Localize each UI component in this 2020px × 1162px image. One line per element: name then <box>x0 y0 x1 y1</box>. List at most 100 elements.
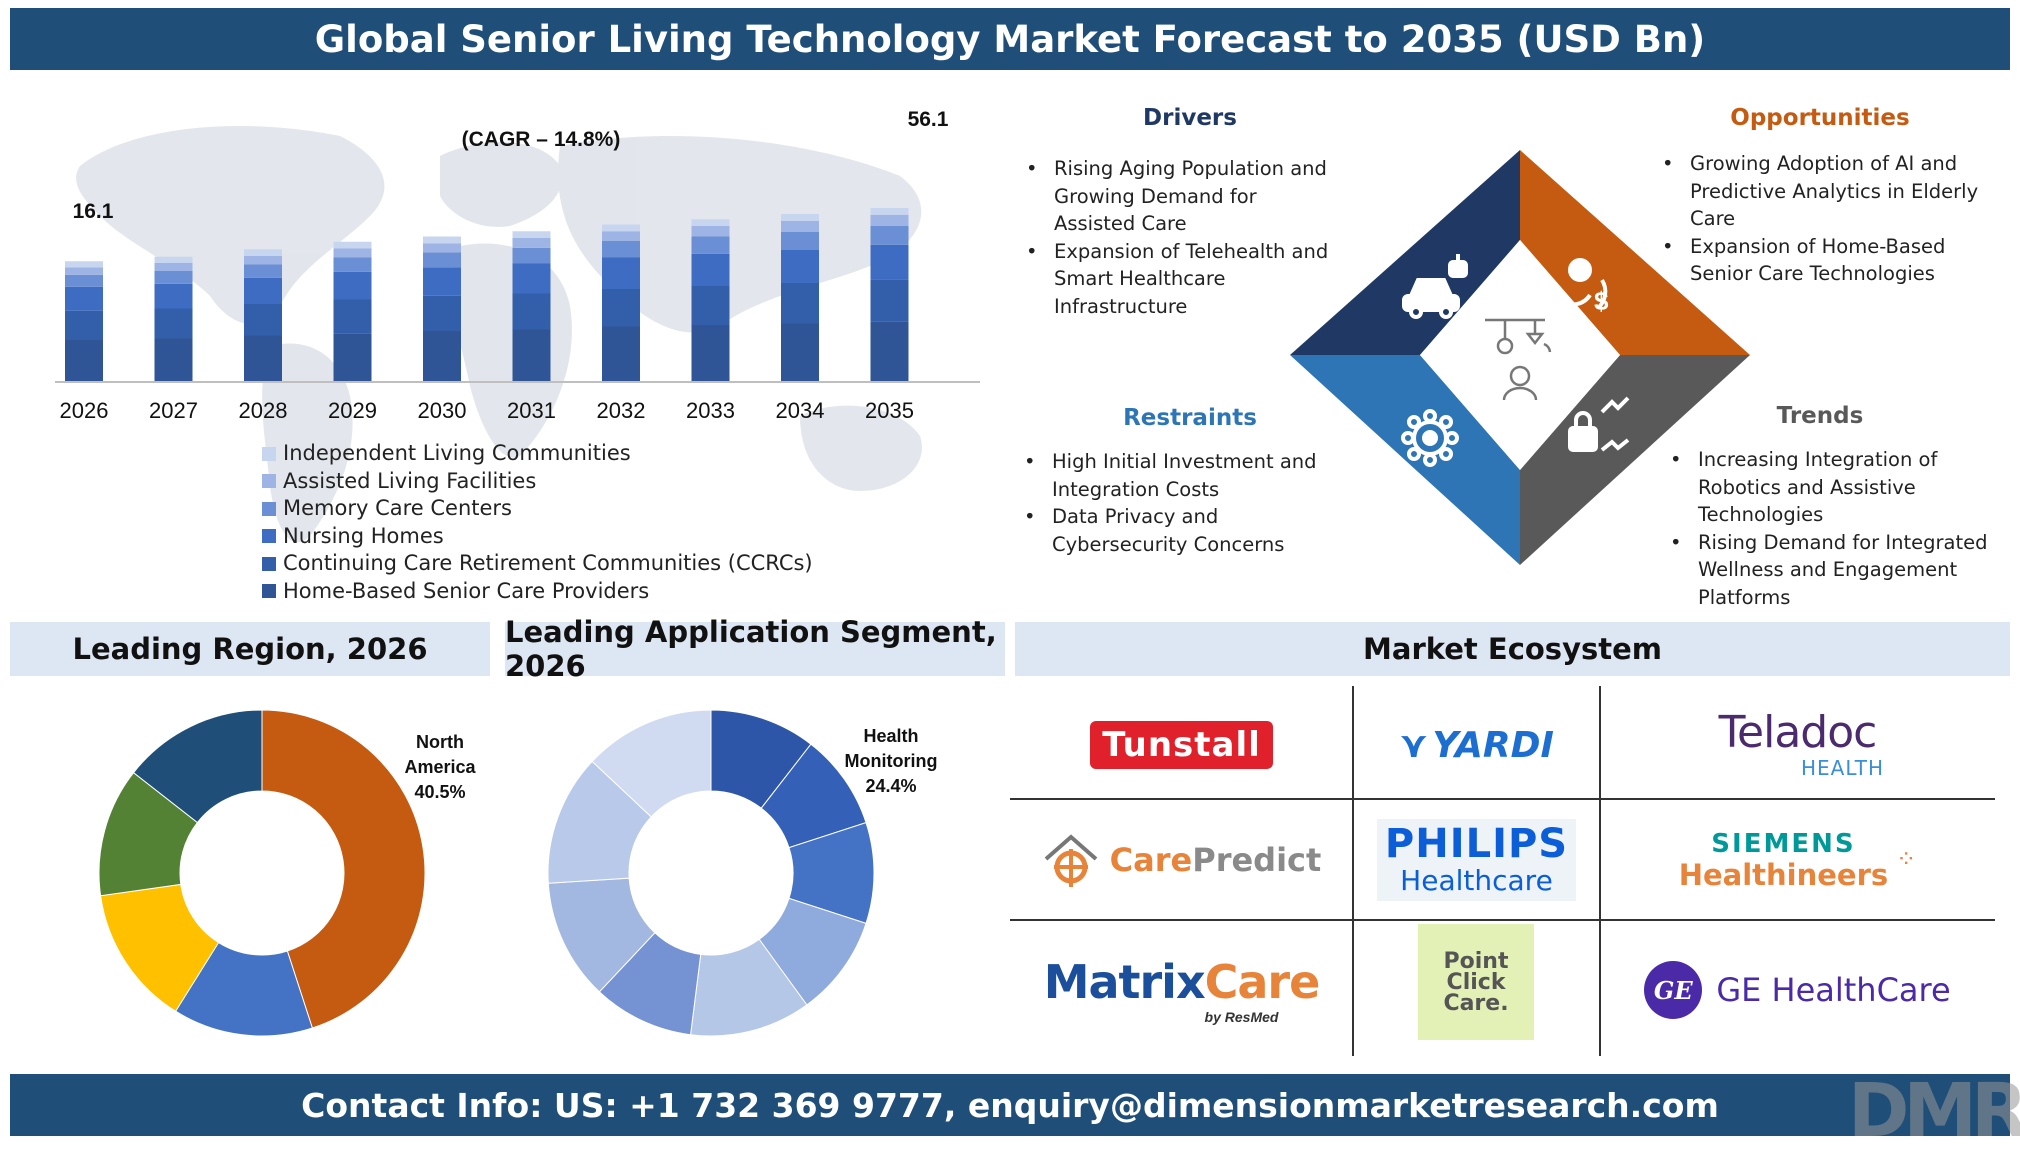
legend-label: Continuing Care Retirement Communities (… <box>283 551 813 575</box>
application-label-line1: Health <box>863 726 918 746</box>
chart-legend: Independent Living Communities Assisted L… <box>262 440 813 605</box>
bar-segment-2032-1 <box>602 289 640 327</box>
bar-segment-2034-2 <box>781 250 819 283</box>
bar-segment-2030-2 <box>423 267 461 296</box>
restraints-list: High Initial Investment and Integration … <box>1022 448 1342 558</box>
legend-swatch <box>262 474 276 489</box>
opportunities-item: Expansion of Home-Based Senior Care Tech… <box>1660 233 1990 288</box>
legend-item: Assisted Living Facilities <box>262 468 813 496</box>
bar-segment-2033-0 <box>691 325 730 382</box>
bar-segment-2028-1 <box>244 304 282 336</box>
legend-item: Nursing Homes <box>262 523 813 551</box>
application-donut-chart: Health Monitoring 24.4% <box>547 709 938 1037</box>
bar-segment-2035-0 <box>870 321 909 382</box>
region-label-line2: America <box>404 757 476 777</box>
region-slice-0 <box>261 709 426 1029</box>
contact-footer: Contact Info: US: +1 732 369 9777, enqui… <box>10 1074 2010 1136</box>
bar-segment-2031-1 <box>512 293 551 330</box>
x-tick-label: 2035 <box>865 398 914 423</box>
trends-item: Rising Demand for Integrated Wellness an… <box>1668 529 1998 612</box>
opportunities-item: Growing Adoption of AI and Predictive An… <box>1660 150 1990 233</box>
philips-logo: PHILIPS Healthcare <box>1353 800 1600 920</box>
application-label-value: 24.4% <box>865 776 916 796</box>
bar-segment-2028-4 <box>244 256 282 265</box>
yardi-logo: ⋎ YARDI <box>1399 724 1554 766</box>
region-slice-4 <box>132 709 263 824</box>
matrixcare-logo: MatrixCare by ResMed <box>1043 955 1321 1025</box>
bar-segment-2027-2 <box>154 283 193 309</box>
x-tick-label: 2029 <box>328 398 377 423</box>
bar-segment-2030-1 <box>423 295 461 331</box>
robot-arm-person-icon <box>1485 318 1552 401</box>
page-title: Global Senior Living Technology Market F… <box>10 8 2010 70</box>
trends-quadrant <box>1520 355 1750 565</box>
lock-trend-icon <box>1568 396 1630 452</box>
bar-segment-2035-5 <box>870 208 909 215</box>
trends-item: Increasing Integration of Robotics and A… <box>1668 446 1998 529</box>
region-label-line1: North <box>416 732 464 752</box>
restraints-quadrant <box>1290 355 1520 565</box>
bar-segment-2035-4 <box>870 214 909 226</box>
legend-item: Continuing Care Retirement Communities (… <box>262 550 813 578</box>
legend-swatch <box>262 584 276 599</box>
drivers-item: Expansion of Telehealth and Smart Health… <box>1024 238 1344 321</box>
legend-swatch <box>262 446 276 461</box>
bar-segment-2033-2 <box>691 253 730 286</box>
pointclickcare-logo: Point Click Care. <box>1418 924 1534 1040</box>
teladoc-logo: Teladoc HEALTH <box>1718 707 1884 781</box>
bar-segment-2033-3 <box>691 236 730 254</box>
legend-label: Independent Living Communities <box>283 441 631 465</box>
drivers-quadrant <box>1290 150 1520 355</box>
bar-segment-2027-1 <box>154 308 193 339</box>
x-tick-label: 2032 <box>597 398 646 423</box>
bar-segment-2032-4 <box>602 231 640 241</box>
bar-segment-2029-1 <box>333 299 372 334</box>
bar-segment-2031-3 <box>512 247 551 264</box>
bar-segment-2026-1 <box>65 310 103 340</box>
bar-segment-2034-3 <box>781 232 819 250</box>
tunstall-logo: Tunstall <box>1010 690 1353 800</box>
siemens-healthineers-logo: SIEMENS Healthineers ⁘ <box>1678 829 1917 892</box>
restraints-item: Data Privacy and Cybersecurity Concerns <box>1022 503 1342 558</box>
x-tick-label: 2030 <box>418 398 467 423</box>
bar-segment-2028-3 <box>244 264 282 278</box>
bar-segment-2029-3 <box>333 257 372 272</box>
siemens-dots-icon: ⁘ <box>1896 846 1917 873</box>
ecosystem-section-header: Market Ecosystem <box>1015 622 2010 676</box>
legend-swatch <box>262 529 276 544</box>
yardi-mark-icon: ⋎ <box>1399 724 1429 766</box>
first-total-label: 16.1 <box>73 200 114 223</box>
application-label-line2: Monitoring <box>845 751 938 771</box>
bar-segment-2027-0 <box>154 338 193 382</box>
bar-segment-2034-4 <box>781 220 819 232</box>
bar-segment-2026-0 <box>65 340 103 382</box>
bar-segment-2032-2 <box>602 257 640 289</box>
bar-segment-2032-0 <box>602 326 640 382</box>
market-bar-chart: 2026 2027 2028 2029 2030 2031 2032 2033 2034 2035… <box>55 108 980 423</box>
legend-swatch <box>262 556 276 571</box>
bar-segment-2029-4 <box>333 248 372 258</box>
legend-item: Home-Based Senior Care Providers <box>262 578 813 606</box>
bar-segment-2033-5 <box>691 219 730 226</box>
bar-segment-2028-5 <box>244 249 282 256</box>
ge-healthcare-logo: GE GE HealthCare <box>1600 922 1995 1058</box>
bar-segment-2033-4 <box>691 226 730 237</box>
drivers-item: Rising Aging Population and Growing Dema… <box>1024 155 1344 238</box>
gear-network-icon <box>1401 409 1459 467</box>
bar-segment-2032-5 <box>602 224 640 232</box>
bar-segment-2029-5 <box>333 241 372 249</box>
bar-segment-2034-1 <box>781 283 819 324</box>
bar-segment-2030-0 <box>423 331 461 382</box>
last-total-label: 56.1 <box>908 108 949 131</box>
quadrant-diamond: $ <box>1290 150 1750 565</box>
legend-label: Memory Care Centers <box>283 496 513 520</box>
bar-segment-2031-5 <box>512 231 551 238</box>
legend-label: Nursing Homes <box>283 523 444 548</box>
svg-text:$: $ <box>1594 286 1609 316</box>
bar-segment-2030-3 <box>423 252 461 268</box>
region-section-header: Leading Region, 2026 <box>10 622 490 676</box>
opportunities-list: Growing Adoption of AI and Predictive An… <box>1660 150 1990 288</box>
bar-segment-2035-2 <box>870 244 909 280</box>
drivers-list: Rising Aging Population and Growing Dema… <box>1024 155 1344 320</box>
bar-segment-2028-2 <box>244 277 282 304</box>
